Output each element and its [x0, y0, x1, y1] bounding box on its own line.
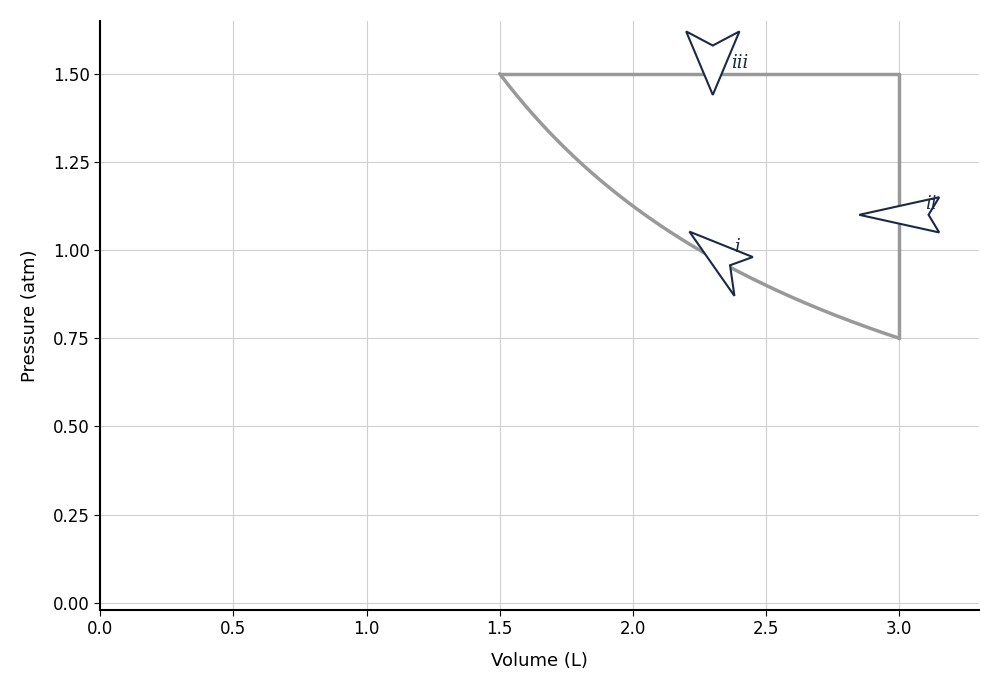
Text: i: i: [734, 238, 740, 256]
Text: ii: ii: [925, 196, 937, 214]
X-axis label: Volume (L): Volume (L): [491, 652, 588, 670]
Polygon shape: [689, 231, 753, 296]
Y-axis label: Pressure (atm): Pressure (atm): [21, 249, 39, 381]
Text: iii: iii: [731, 54, 748, 72]
Polygon shape: [859, 197, 939, 232]
Polygon shape: [686, 31, 739, 95]
